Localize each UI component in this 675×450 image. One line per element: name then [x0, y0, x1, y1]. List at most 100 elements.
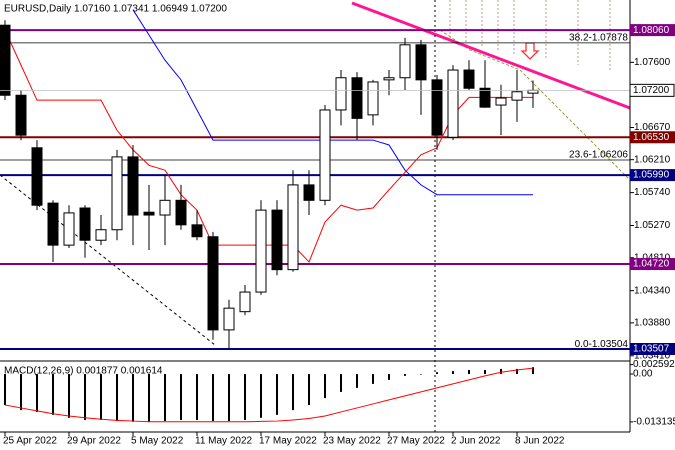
histogram-bar [308, 374, 310, 406]
x-tick-label: 27 May 2022 [387, 436, 445, 447]
y-tick-label: 1.03880 [634, 318, 671, 329]
histogram-bar [244, 374, 246, 420]
x-tick-label: 2 Jun 2022 [451, 436, 501, 447]
histogram-bar [404, 374, 406, 376]
histogram-bar [84, 374, 86, 420]
histogram-bar [52, 374, 54, 415]
level-box [630, 258, 675, 271]
x-tick-label: 5 May 2022 [131, 436, 184, 447]
histogram-bar [372, 374, 374, 384]
histogram-bar [212, 374, 214, 422]
y-tick-label: 1.05270 [634, 220, 671, 231]
candle-body [479, 87, 491, 108]
fib-time-lines [449, 0, 611, 70]
candle-body [287, 184, 299, 271]
x-tick-label: 23 May 2022 [323, 436, 381, 447]
candle-body [79, 207, 91, 241]
x-tick-label: 25 Apr 2022 [3, 436, 57, 447]
histogram-bar [68, 374, 70, 418]
histogram-bar [228, 374, 230, 422]
histogram-bar [180, 374, 182, 420]
y-tick-label: 1.04340 [634, 285, 671, 296]
y-tick-label: -0.013135 [633, 417, 675, 428]
candle-body [191, 224, 203, 238]
level-label: 1.06530 [633, 132, 670, 143]
candle-body [319, 109, 331, 201]
indicator-line [132, 9, 533, 196]
histogram-bar [36, 374, 38, 412]
fib-label: 23.6-1.06206 [569, 150, 628, 161]
y-tick-label: 1.03410 [634, 350, 671, 361]
arrow [520, 42, 540, 60]
histogram-bar [164, 374, 166, 422]
y-tick-label: 1.06670 [634, 122, 671, 133]
candle-body [127, 156, 139, 216]
histogram-bar [20, 374, 22, 411]
histogram-bar [356, 374, 358, 388]
candle-body [335, 77, 347, 111]
level-box [630, 24, 675, 37]
level-box [630, 131, 675, 144]
candle-body [239, 291, 251, 313]
signal-line [4, 367, 534, 423]
y-tick-label: 1.07600 [634, 57, 671, 68]
histogram-bar [324, 374, 326, 399]
candle-body [463, 69, 475, 89]
histogram-bar [340, 374, 342, 392]
trend-line [0, 174, 216, 346]
histogram-bar [148, 374, 150, 422]
candle-body [111, 156, 123, 231]
candle-body [415, 44, 427, 81]
histogram-bar [500, 368, 502, 375]
candle-body [367, 81, 379, 116]
x-tick-label: 29 Apr 2022 [67, 436, 121, 447]
fib-label: 38.2-1.07878 [569, 33, 628, 44]
candle-body [495, 97, 507, 106]
x-tick-label: 17 May 2022 [259, 436, 317, 447]
candle-body [303, 184, 315, 201]
candle-body [175, 199, 187, 226]
candle-body [223, 307, 235, 331]
histogram-bar [516, 368, 518, 375]
level-box [630, 343, 675, 356]
candle-body [95, 229, 107, 241]
histogram-bar [484, 370, 486, 375]
y-tick-label: 1.06210 [634, 154, 671, 165]
candle-body [447, 69, 459, 138]
y-tick-label: 1.05740 [634, 187, 671, 198]
histogram-bar [388, 374, 390, 380]
level-box [630, 169, 675, 182]
histogram-bar [436, 372, 438, 375]
candle-body [351, 77, 363, 119]
candle-body [63, 212, 75, 246]
candle-body [399, 44, 411, 79]
candle-body [159, 199, 171, 216]
y-tick-label: 1.04810 [634, 252, 671, 263]
histogram-bar [100, 374, 102, 420]
histogram-bar [4, 374, 6, 406]
candle-body [527, 89, 539, 94]
y-tick-label: 0.002592 [633, 359, 675, 370]
histogram-bar [132, 374, 134, 422]
current-price-label: 1.07200 [633, 85, 670, 96]
histogram-bar [468, 370, 470, 375]
histogram-bar [196, 374, 198, 420]
indicator-title: MACD(12,26,9) 0.001877 0.001614 [4, 366, 163, 377]
histogram-bar [292, 374, 294, 411]
candle-body [271, 209, 283, 271]
histogram-bar [260, 374, 262, 418]
x-tick-label: 11 May 2022 [195, 436, 253, 447]
histogram-bar [276, 374, 278, 415]
level-label: 1.04720 [633, 259, 670, 270]
candle-body [31, 147, 43, 206]
level-label: 1.05990 [633, 170, 670, 181]
chart-title: EURUSD,Daily 1.07160 1.07341 1.06949 1.0… [4, 4, 227, 15]
candle-body [15, 94, 27, 136]
candle-body [511, 91, 523, 101]
fib-label: 0.0-1.03504 [575, 339, 629, 350]
candle-body [143, 211, 155, 216]
candle-body [47, 202, 59, 246]
x-tick-label: 8 Jun 2022 [515, 436, 565, 447]
